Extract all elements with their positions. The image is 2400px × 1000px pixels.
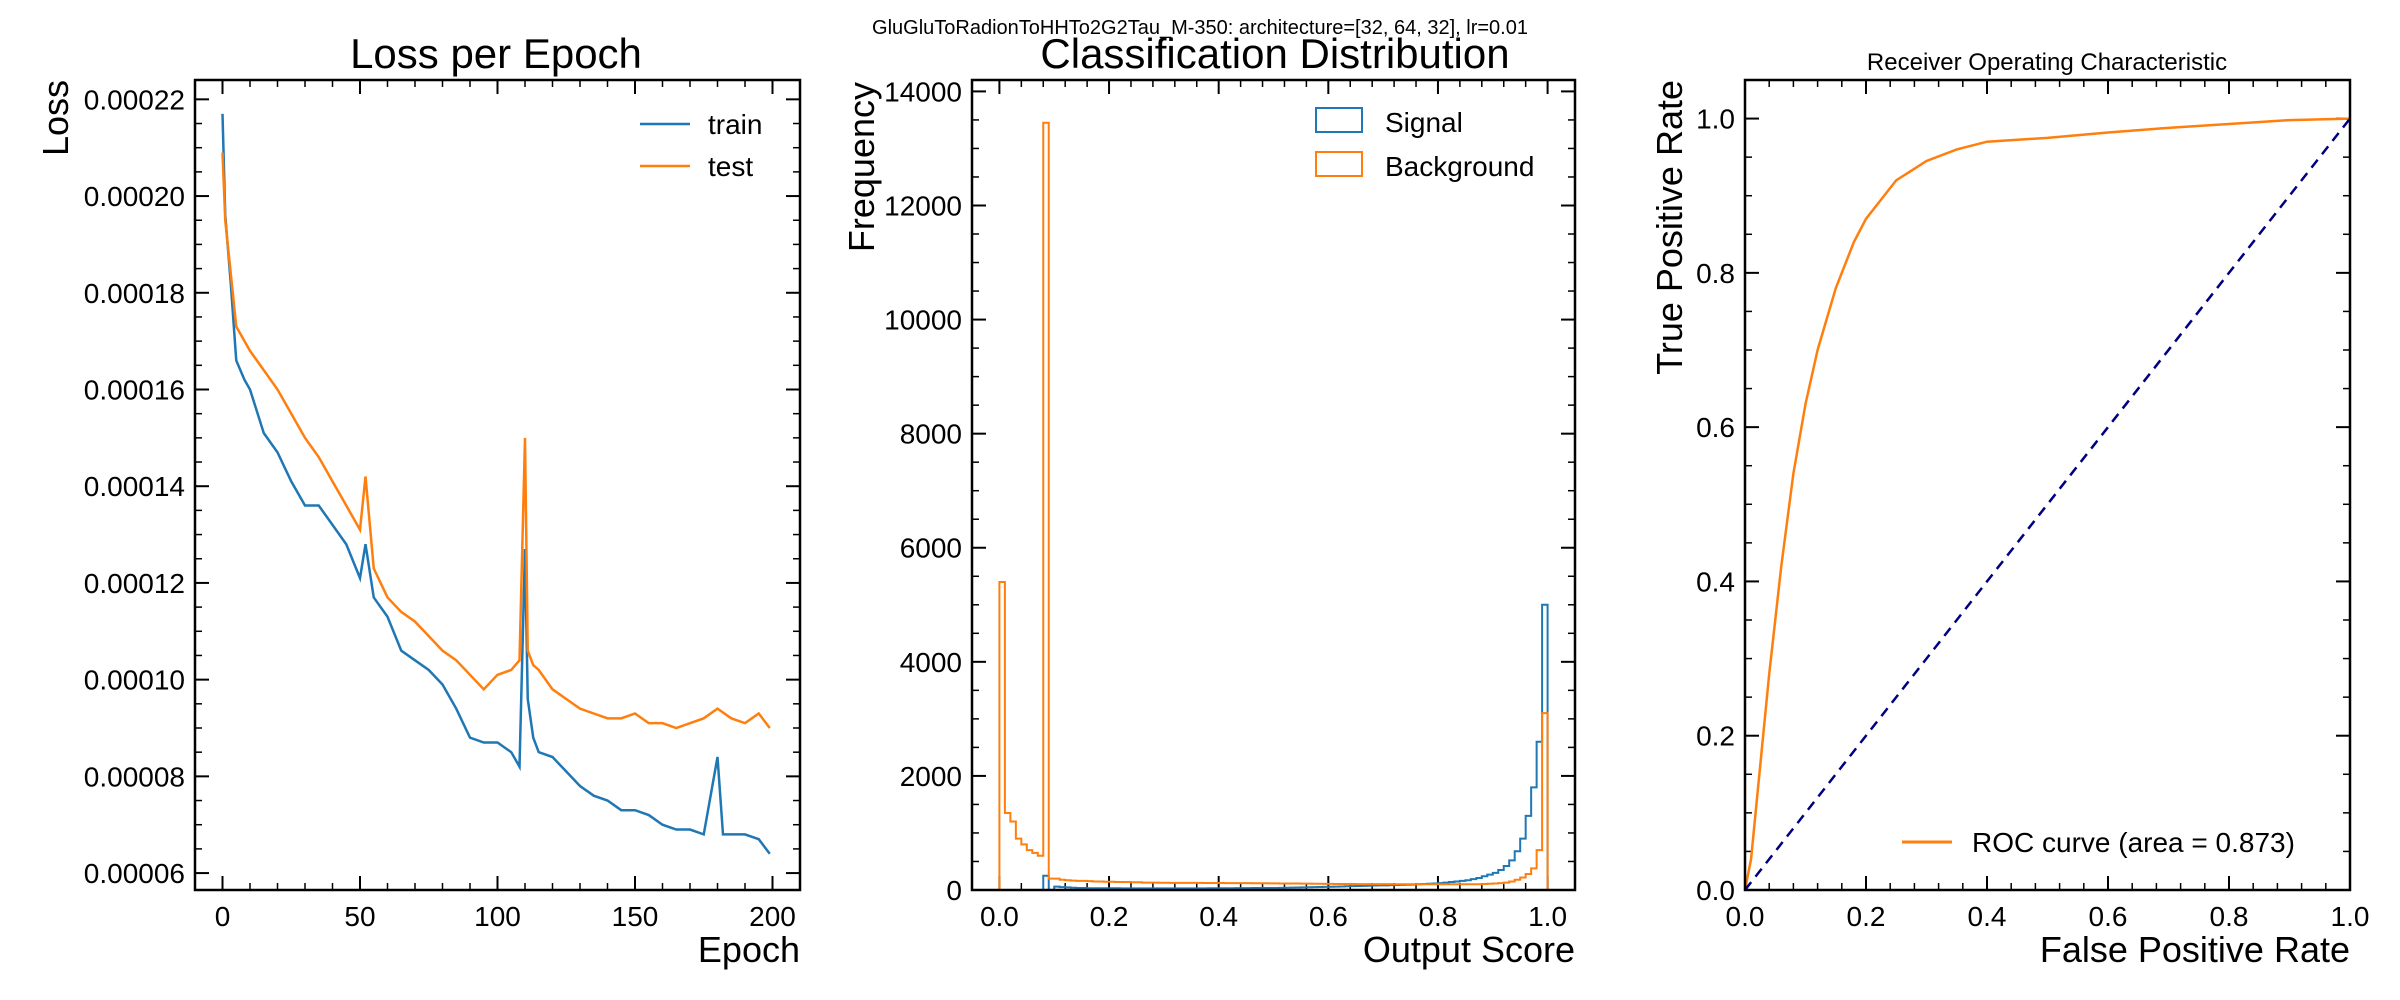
roc-ytick-label: 0.8 <box>1696 258 1735 289</box>
histogram-ytick-label: 14000 <box>884 76 962 107</box>
histogram-xtick-label: 0.4 <box>1199 901 1238 932</box>
roc-lines <box>1743 117 2351 891</box>
histogram-ytick-label: 4000 <box>900 647 962 678</box>
legend-swatch-background <box>1315 151 1363 177</box>
roc-legend: ROC curve (area = 0.873) <box>1902 827 2295 858</box>
roc-xtick-label: 0.4 <box>1968 901 2007 932</box>
figure-suptitle: GluGluToRadionToHHTo2G2Tau_M-350: archit… <box>872 17 1528 39</box>
loss-panel: Loss per Epoch Epoch Loss 0 50 100 150 200 0.… <box>35 30 802 970</box>
legend-label-roc: ROC curve (area = 0.873) <box>1972 827 2295 858</box>
roc-xtick-label: 0.8 <box>2210 901 2249 932</box>
loss-ytick-label: 0.00020 <box>84 181 185 212</box>
legend-label-background: Background <box>1385 151 1534 182</box>
histogram-ytick-label: 12000 <box>884 190 962 221</box>
roc-axes-frame <box>1743 78 2352 892</box>
loss-xtick-label: 150 <box>612 901 659 932</box>
histogram-xtick-label: 0.6 <box>1309 901 1348 932</box>
roc-series-diagonal-line <box>1744 117 2351 891</box>
roc-ytick-label: 0.0 <box>1696 875 1735 906</box>
histogram-xtick-label: 0.2 <box>1090 901 1129 932</box>
histogram-xlabel: Output Score <box>1363 929 1575 970</box>
histogram-ylabel: Frequency <box>841 82 882 252</box>
histogram-ytick-label: 10000 <box>884 305 962 336</box>
roc-xtick-label: 0.0 <box>1726 901 1765 932</box>
histogram-xtick-label: 0.8 <box>1418 901 1457 932</box>
roc-title: Receiver Operating Characteristic <box>1867 49 2227 76</box>
roc-ticks: 0.0 0.2 0.4 0.6 0.8 1.0 0.0 0.2 0.4 0.6 0.8 1.0 <box>1696 80 2369 932</box>
loss-legend: train test <box>640 109 762 182</box>
loss-xtick-label: 50 <box>344 901 375 932</box>
histogram-ytick-label: 0 <box>946 875 962 906</box>
histogram-panel: Classification Distribution Output Score… <box>841 30 1577 970</box>
histogram-axes-frame <box>970 78 1577 892</box>
loss-series-train-line <box>221 113 771 855</box>
roc-xtick-label: 0.2 <box>1847 901 1886 932</box>
roc-xtick-label: 0.6 <box>2089 901 2128 932</box>
roc-xtick-label: 1.0 <box>2331 901 2370 932</box>
loss-ytick-label: 0.00012 <box>84 568 185 599</box>
loss-xtick-label: 100 <box>474 901 521 932</box>
loss-ytick-label: 0.00018 <box>84 278 185 309</box>
roc-ylabel: True Positive Rate <box>1649 80 1690 375</box>
roc-ytick-label: 0.6 <box>1696 412 1735 443</box>
loss-title: Loss per Epoch <box>350 30 642 77</box>
loss-ticks: 0 50 100 150 200 0.00006 0.00008 0.00010 0.00012… <box>84 80 800 932</box>
loss-xtick-label: 0 <box>215 901 231 932</box>
roc-panel: Receiver Operating Characteristic False … <box>1649 49 2369 970</box>
histogram-ytick-label: 2000 <box>900 761 962 792</box>
histogram-ytick-label: 8000 <box>900 419 962 450</box>
loss-ytick-label: 0.00022 <box>84 84 185 115</box>
histogram-legend: Signal Background <box>1315 107 1534 182</box>
roc-ytick-label: 0.4 <box>1696 566 1735 597</box>
loss-series-test-line <box>221 152 771 730</box>
legend-label-test: test <box>708 151 753 182</box>
hist-background-step <box>998 121 1549 890</box>
roc-xlabel: False Positive Rate <box>2040 929 2350 970</box>
loss-ytick-label: 0.00008 <box>84 761 185 792</box>
loss-ytick-label: 0.00014 <box>84 471 185 502</box>
legend-label-train: train <box>708 109 762 140</box>
loss-xlabel: Epoch <box>698 929 800 970</box>
histogram-steps <box>998 121 1549 891</box>
histogram-ticks: 0.0 0.2 0.4 0.6 0.8 1.0 0 2000 4000 6000 8000 10000… <box>884 76 1575 932</box>
loss-lines <box>221 113 771 855</box>
legend-label-signal: Signal <box>1385 107 1463 138</box>
histogram-title: Classification Distribution <box>1040 30 1509 77</box>
loss-ytick-label: 0.00006 <box>84 858 185 889</box>
histogram-ytick-label: 6000 <box>900 533 962 564</box>
hist-signal-step <box>999 603 1549 891</box>
histogram-xtick-label: 1.0 <box>1528 901 1567 932</box>
loss-xtick-label: 200 <box>749 901 796 932</box>
loss-ylabel: Loss <box>35 80 76 156</box>
roc-ytick-label: 1.0 <box>1696 104 1735 135</box>
roc-series-roc-line <box>1743 117 2351 891</box>
loss-ytick-label: 0.00016 <box>84 374 185 405</box>
loss-ytick-label: 0.00010 <box>84 665 185 696</box>
histogram-xtick-label: 0.0 <box>980 901 1019 932</box>
loss-axes-frame <box>193 78 802 892</box>
legend-swatch-signal <box>1315 107 1363 133</box>
roc-ytick-label: 0.2 <box>1696 721 1735 752</box>
